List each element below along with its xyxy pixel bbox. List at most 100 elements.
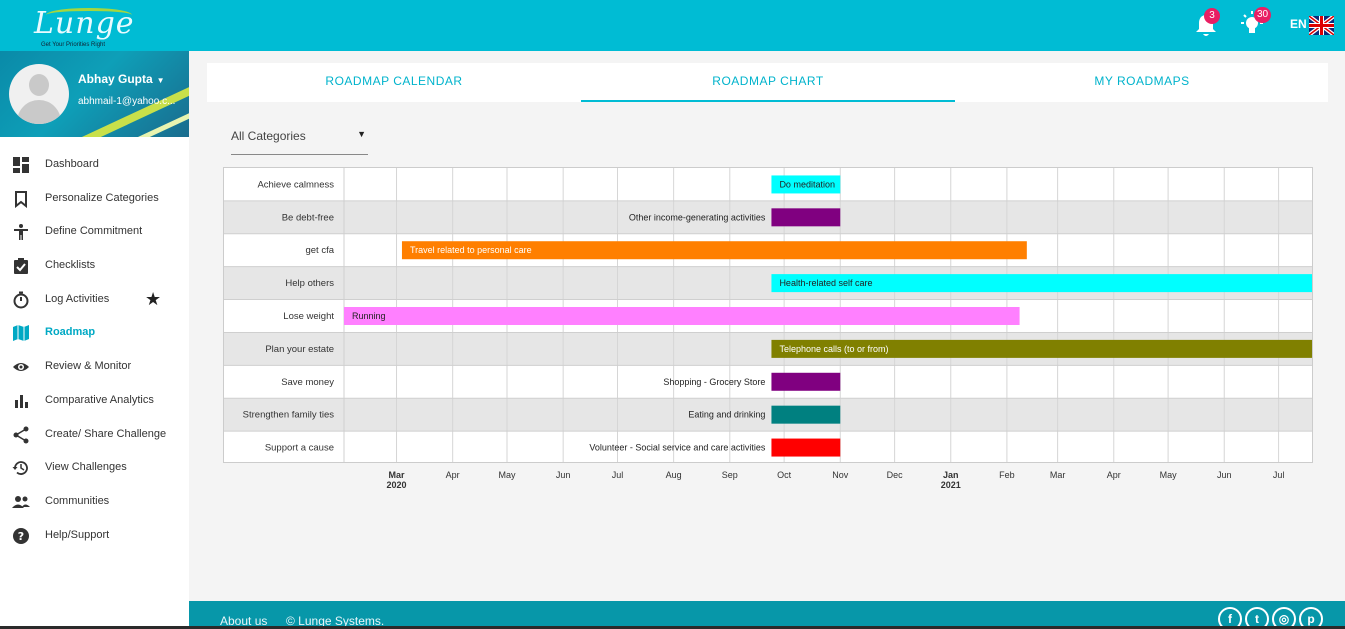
tick-month: Feb (999, 470, 1015, 480)
gantt-row-background (224, 431, 1312, 462)
tab-roadmap-chart[interactable]: ROADMAP CHART (581, 63, 955, 102)
avatar-head (29, 74, 49, 96)
sidebar-item-label: Help/Support (45, 528, 110, 541)
map-icon (13, 325, 29, 342)
copyright-text: © Lunge Systems. (286, 614, 385, 628)
gantt-bar (771, 274, 1312, 293)
sidebar-item-help-support[interactable]: ? Help/Support (0, 519, 189, 553)
tick-month: Jul (611, 470, 624, 480)
gantt-category-label: Lose weight (283, 311, 334, 322)
top-bar: Lunge Get Your Priorities Right 3 30 EN (0, 0, 1345, 51)
gantt-x-tick-label: Apr (1089, 470, 1139, 480)
tick-month: Dec (886, 470, 903, 480)
gantt-x-tick-label: Oct (759, 470, 809, 480)
sidebar-item-view-challenges[interactable]: View Challenges (0, 451, 189, 485)
gantt-category-label: Strengthen family ties (243, 410, 335, 421)
gantt-row-background (224, 200, 1312, 234)
category-select[interactable]: All Categories ▼ (231, 125, 368, 155)
tick-month: Jun (555, 470, 571, 480)
gantt-row-background (224, 168, 1312, 201)
sidebar-item-label: Communities (45, 494, 110, 507)
gantt-x-tick-label: Sep (705, 470, 755, 480)
sidebar-item-communities[interactable]: Communities (0, 485, 189, 519)
bar-chart-icon (15, 394, 28, 408)
instagram-icon[interactable]: ◎ (1272, 607, 1296, 629)
gantt-bar (771, 175, 841, 194)
gantt-bar (771, 372, 841, 391)
gantt-x-tick-label: Jun (1199, 470, 1249, 480)
help-icon: ? (13, 527, 29, 544)
avatar[interactable] (9, 64, 69, 124)
facebook-icon[interactable]: f (1218, 607, 1242, 629)
caret-down-icon: ▼ (156, 76, 165, 85)
gantt-x-tick-label: Jul (1254, 470, 1304, 480)
sidebar-item-label: Dashboard (45, 158, 99, 170)
gantt-x-tick-label: Jun (538, 470, 588, 480)
bookmark-icon (15, 190, 27, 208)
eye-icon (13, 363, 29, 372)
clipboard-check-icon (14, 258, 28, 275)
taskbar-strip (0, 626, 1345, 629)
tick-month: Apr (445, 470, 460, 480)
gantt-bar (344, 307, 1020, 325)
tick-month: Mar (388, 470, 405, 480)
tick-month: May (498, 470, 516, 480)
svg-text:?: ? (18, 530, 24, 543)
gantt-task-label: Eating and drinking (688, 410, 765, 420)
star-icon[interactable]: ★ (145, 288, 162, 309)
sidebar-item-checklists[interactable]: Checklists (0, 249, 189, 283)
tick-month: May (1159, 470, 1177, 480)
gantt-row-background (224, 365, 1312, 399)
sidebar-item-roadmap[interactable]: Roadmap (0, 316, 189, 350)
timer-icon (13, 291, 29, 309)
sidebar-item-log-activities[interactable]: Log Activities ★ (0, 283, 189, 317)
profile-menu-toggle[interactable]: Abhay Gupta ▼ (78, 72, 165, 86)
ideas-badge: 30 (1254, 7, 1272, 23)
lunge-logo[interactable]: Lunge Get Your Priorities Right (16, 4, 134, 48)
gantt-bar (771, 405, 841, 424)
language-label[interactable]: EN (1290, 17, 1307, 31)
sidebar-item-label: Review & Monitor (45, 360, 132, 373)
tab-roadmap-calendar[interactable]: ROADMAP CALENDAR (325, 74, 463, 88)
logo-tagline: Get Your Priorities Right (41, 42, 106, 48)
notifications-badge: 3 (1204, 8, 1220, 24)
sidebar-item-define-commitment[interactable]: Define Commitment (0, 215, 189, 249)
people-icon (12, 495, 30, 508)
sidebar-item-create-share-challenge[interactable]: Create/ Share Challenge (0, 418, 189, 452)
sidebar-item-review-monitor[interactable]: Review & Monitor (0, 350, 189, 384)
sidebar-item-label: Personalize Categories (45, 191, 159, 204)
tick-month: Sep (721, 470, 738, 480)
dashboard-icon (13, 157, 29, 173)
tick-year: 2021 (940, 480, 961, 490)
tick-month: Mar (1049, 470, 1066, 480)
gantt-category-label: Save money (281, 377, 334, 388)
gantt-x-tick-label: May (482, 470, 532, 480)
uk-flag-icon[interactable] (1309, 16, 1334, 35)
share-icon (13, 426, 29, 443)
ideas-button[interactable]: 30 (1238, 7, 1272, 40)
category-select-value: All Categories (231, 129, 306, 143)
tick-month: Aug (665, 470, 682, 480)
sidebar-item-comparative-analytics[interactable]: Comparative Analytics (0, 384, 189, 418)
twitter-icon[interactable]: t (1245, 607, 1269, 629)
sidebar-item-dashboard[interactable]: Dashboard (0, 148, 189, 182)
tick-month: Jun (1216, 470, 1232, 480)
sidebar-item-personalize-categories[interactable]: Personalize Categories (0, 182, 189, 216)
sidebar-menu: Dashboard Personalize Categories Define … (0, 148, 189, 552)
roadmap-tabs: ROADMAP CALENDAR ROADMAP CHART MY ROADMA… (207, 63, 1328, 102)
notifications-button[interactable]: 3 (1192, 8, 1222, 40)
gantt-bar (401, 241, 1027, 260)
history-icon (12, 461, 28, 476)
tick-month: Jan (942, 470, 959, 480)
tick-month: Apr (1106, 470, 1121, 480)
gantt-x-tick-label: Dec (870, 470, 920, 480)
sidebar-item-label: Log Activities (45, 292, 110, 305)
sidebar-item-label: Roadmap (45, 326, 96, 339)
tick-month: Jul (1272, 470, 1285, 480)
about-us-link[interactable]: About us (220, 614, 268, 628)
gantt-x-tick-label: Aug (649, 470, 699, 480)
gantt-task-label: Volunteer - Social service and care acti… (589, 443, 766, 453)
pinterest-icon[interactable]: p (1299, 607, 1323, 629)
tab-my-roadmaps[interactable]: MY ROADMAPS (1094, 74, 1190, 88)
footer: About us © Lunge Systems. f t ◎ p (189, 601, 1345, 629)
